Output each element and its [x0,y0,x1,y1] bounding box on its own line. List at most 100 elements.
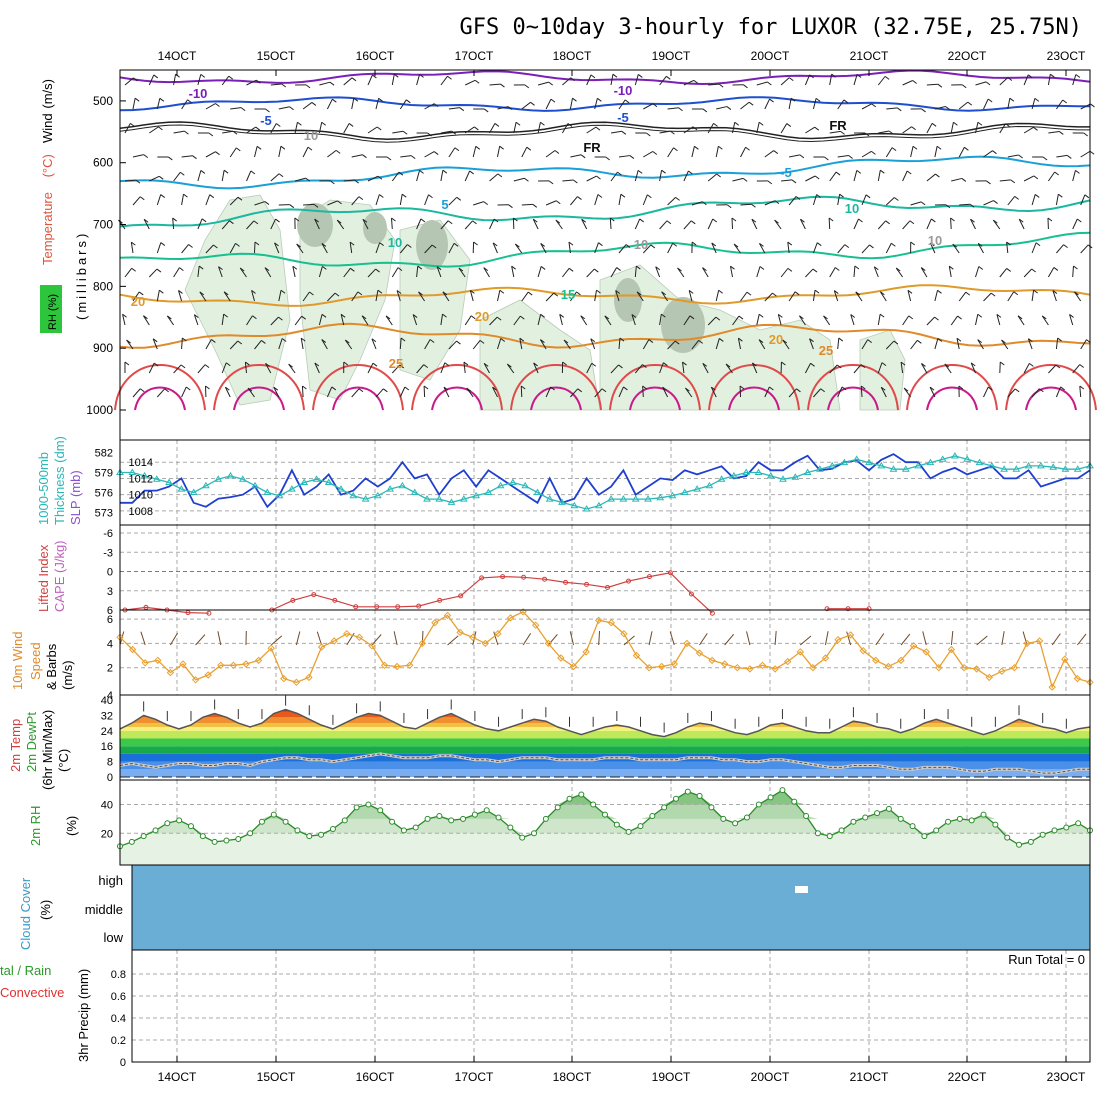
wind-barb [662,386,669,398]
wind-barb [124,77,134,86]
wind-barb [1077,218,1082,223]
wind-barb [577,388,583,393]
wind-barb [816,194,821,198]
wind-barb [300,337,306,342]
wind-barb [1031,290,1035,302]
wind-barb [675,196,680,201]
wind-barb [148,362,155,374]
rh-marker [779,787,786,794]
wind-barb [160,194,166,198]
wind-barb [1009,97,1015,102]
wind-barb [634,218,641,230]
wind-barb [489,173,499,182]
wind-barb [343,179,355,182]
wind-barb [497,106,509,110]
wind-barb [666,75,671,80]
thickness-marker [570,501,579,509]
rh-marker [471,811,478,818]
wind-barb [255,126,261,131]
wind-barb [453,242,459,247]
wind-barb [853,218,859,230]
wind-barb [604,315,610,320]
wind-barb-10m [648,631,653,646]
wind-barb [511,265,516,270]
wind-barb [948,265,954,270]
y-tick-temp: 40 [101,695,113,707]
wind-barb [1079,364,1084,368]
wind-barb [375,290,379,302]
wind-barb [642,339,650,350]
y-tick-precip: 0 [120,1057,126,1069]
wind-barb [294,217,300,222]
wind-barb [975,266,980,278]
wind-barb [278,106,290,110]
wind-barb [278,173,284,178]
wind-barb [929,242,936,254]
wind-barb [937,338,943,342]
wind-barb [229,196,239,206]
thickness-marker [398,481,407,489]
wind-barb [1055,386,1062,398]
wind-barb [586,126,597,134]
wind-barb [959,203,971,206]
y-tick-precip: 0.8 [111,969,126,981]
wind-barb [521,291,529,302]
wind-barb [590,338,596,343]
wind-barb [1080,339,1087,350]
wind-speed-marker [972,665,981,673]
wind-barb [235,242,240,247]
wind-barb [921,363,926,367]
wind-barb [223,313,228,318]
wind-barb [642,364,647,368]
temp-line [119,708,1091,738]
wind-barb [634,74,639,86]
wind-barb [610,74,614,86]
wind-barb [726,204,732,209]
wind-barb [934,105,946,110]
wind-barb [361,315,369,326]
wind-barb [1072,364,1081,374]
wind-barb [903,387,909,392]
wind-barb [533,362,538,367]
wind-barb [181,386,187,398]
wind-barb [554,150,560,154]
wind-barb [398,171,404,176]
rh-area [399,219,471,381]
wind-barb [489,83,501,86]
wind-speed-marker [809,663,817,672]
rh-marker [862,814,869,821]
wind-barb [787,241,793,246]
wind-barb [629,155,635,159]
wind-speed-marker [1035,637,1044,645]
x-tick-top-7: 20OCT [751,49,790,63]
wind-barb [912,145,918,150]
wind-barb [469,170,474,175]
panel-frame-slp [119,439,1091,526]
wind-speed-marker [582,648,590,656]
wind-barb [958,291,967,302]
wind-barb [443,386,450,398]
thickness-marker [410,488,419,495]
wind-barb [172,217,175,230]
wind-barb [397,267,403,272]
wind-barb [314,362,320,367]
wind-barb [975,122,979,134]
wind-barb [834,267,840,271]
ylabel-rh: 2m RH [28,806,43,846]
wind-barb [759,266,765,270]
y-tick-li: 0 [107,567,113,579]
wind-barb [149,126,159,134]
thickness-marker [582,505,591,512]
contour-label: -5 [780,165,792,180]
x-tick-top-4: 17OCT [455,49,494,63]
wind-barb [661,169,666,174]
wind-barb [667,197,676,206]
wind-barb [620,193,626,198]
wind-barb-10m [922,631,927,646]
wind-barb [143,315,148,320]
wind-barb [983,386,989,398]
rh-marker [1016,841,1023,848]
wind-barb [201,218,207,223]
wind-barb [302,385,307,390]
wind-barb [618,99,626,110]
